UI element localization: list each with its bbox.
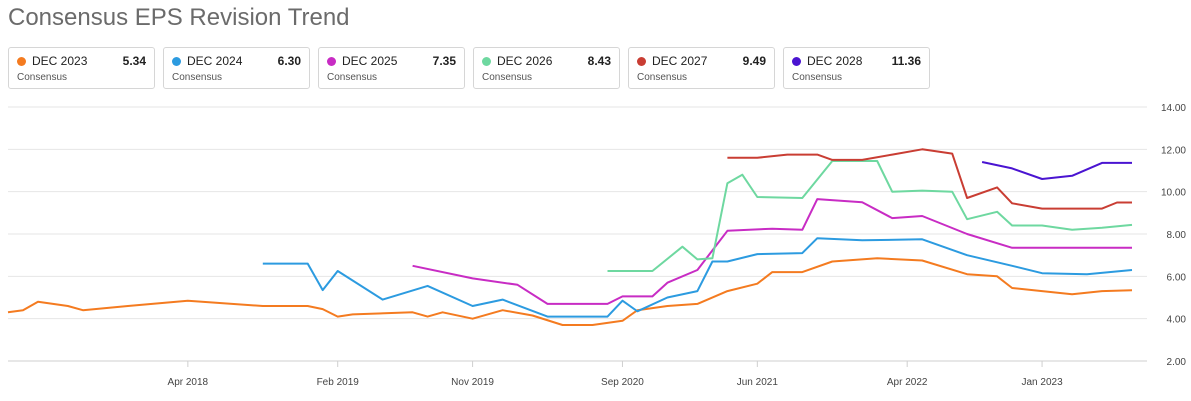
- legend-card-dec-2028[interactable]: DEC 2028 11.36 Consensus: [783, 47, 930, 89]
- series-name: DEC 2027: [652, 54, 708, 68]
- legend-card-dec-2023[interactable]: DEC 2023 5.34 Consensus: [8, 47, 155, 89]
- x-tick-label: Jun 2021: [737, 377, 779, 388]
- x-tick-label: Nov 2019: [451, 377, 494, 388]
- x-tick-label: Apr 2022: [887, 377, 928, 388]
- series-value: 5.34: [122, 54, 146, 68]
- legend-card-dec-2027[interactable]: DEC 2027 9.49 Consensus: [628, 47, 775, 89]
- legend-card-dec-2024[interactable]: DEC 2024 6.30 Consensus: [163, 47, 310, 89]
- series-dot-icon: [17, 56, 26, 66]
- series-line-dec-2027: [727, 148, 1132, 210]
- legend-card-dec-2025[interactable]: DEC 2025 7.35 Consensus: [318, 47, 465, 89]
- series-name: DEC 2026: [497, 54, 553, 68]
- series-dot-icon: [792, 56, 801, 66]
- series-name: DEC 2025: [342, 54, 398, 68]
- series-subtitle: Consensus: [482, 72, 533, 83]
- y-tick-label: 12.00: [1161, 145, 1186, 156]
- legend: DEC 2023 5.34 Consensus DEC 2024 6.30 Cons…: [8, 47, 930, 89]
- x-tick-label: Jan 2023: [1022, 377, 1064, 388]
- x-tick-label: Sep 2020: [601, 377, 644, 388]
- series-name: DEC 2023: [32, 54, 88, 68]
- series-value: 9.49: [742, 54, 766, 68]
- series-subtitle: Consensus: [172, 72, 223, 83]
- series-dot-icon: [637, 56, 646, 66]
- series-dot-icon: [327, 56, 336, 66]
- chart-title: Consensus EPS Revision Trend: [8, 4, 350, 31]
- series-line-dec-2024: [262, 237, 1133, 318]
- legend-card-dec-2026[interactable]: DEC 2026 8.43 Consensus: [473, 47, 620, 89]
- series-dot-icon: [172, 56, 181, 66]
- series-line-dec-2026: [607, 160, 1133, 272]
- series-value: 6.30: [277, 54, 301, 68]
- series-subtitle: Consensus: [327, 72, 378, 83]
- series-line-dec-2028: [981, 161, 1132, 180]
- series-subtitle: Consensus: [17, 72, 68, 83]
- series-dot-icon: [482, 56, 491, 66]
- series-name: DEC 2028: [807, 54, 863, 68]
- series-value: 11.36: [891, 54, 921, 68]
- series-line-dec-2023: [7, 257, 1133, 326]
- series-value: 8.43: [587, 54, 611, 68]
- series-name: DEC 2024: [187, 54, 243, 68]
- y-tick-label: 14.00: [1161, 103, 1186, 114]
- y-tick-label: 10.00: [1161, 188, 1186, 199]
- y-tick-label: 8.00: [1167, 230, 1187, 241]
- y-tick-label: 6.00: [1167, 272, 1187, 283]
- series-subtitle: Consensus: [637, 72, 688, 83]
- series-subtitle: Consensus: [792, 72, 843, 83]
- series-value: 7.35: [432, 54, 456, 68]
- x-tick-label: Feb 2019: [317, 377, 360, 388]
- series-line-dec-2025: [412, 198, 1132, 305]
- y-tick-label: 2.00: [1167, 357, 1187, 368]
- x-tick-label: Apr 2018: [168, 377, 209, 388]
- y-tick-label: 4.00: [1167, 315, 1187, 326]
